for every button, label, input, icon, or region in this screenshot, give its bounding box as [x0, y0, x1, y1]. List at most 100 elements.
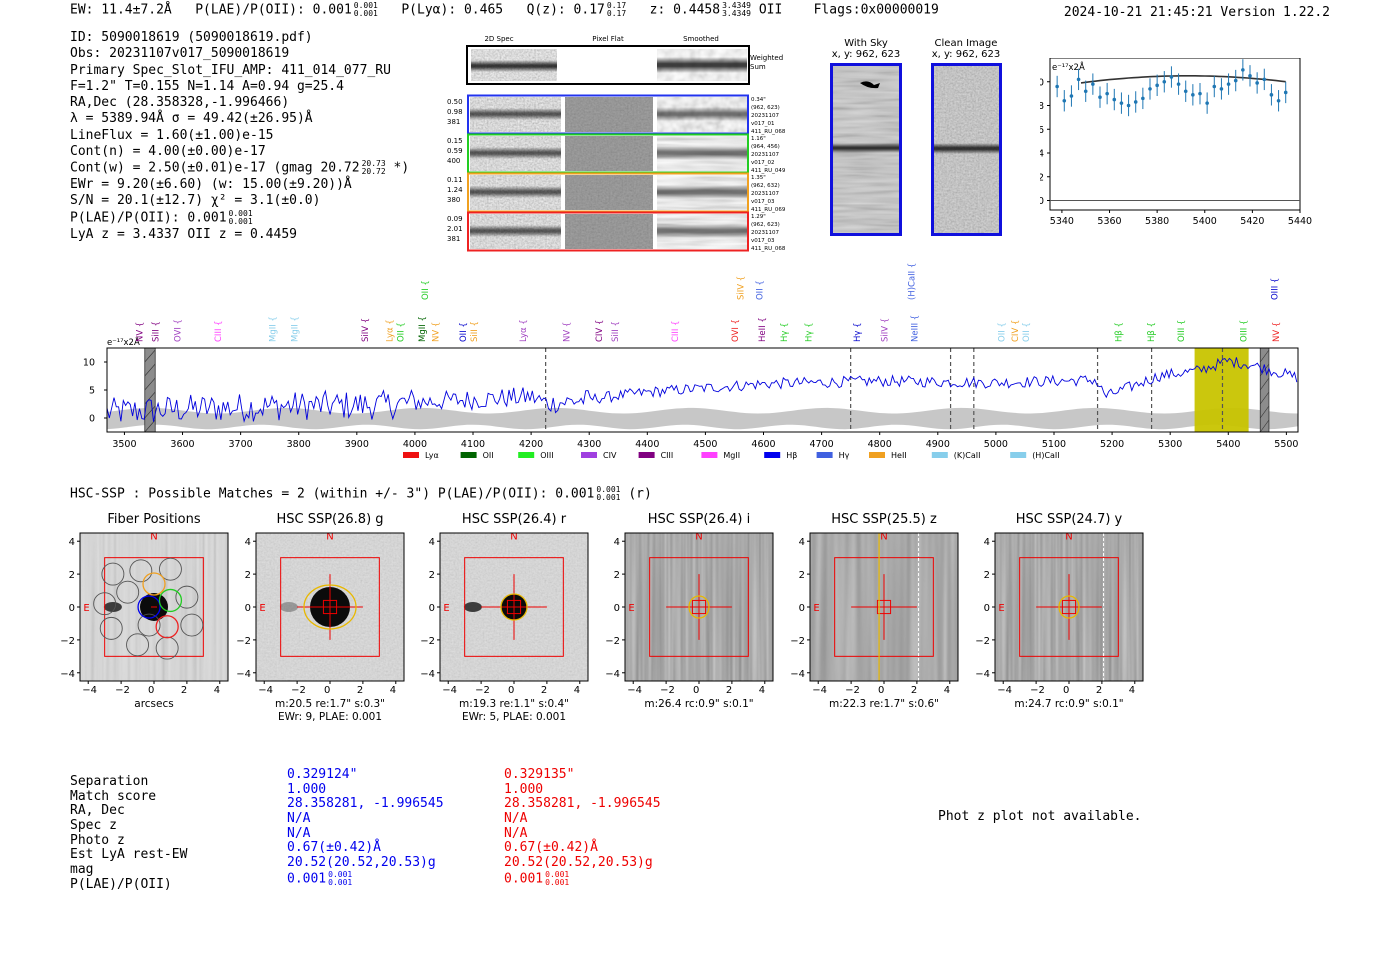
hsc-ytick-label: 4: [429, 537, 435, 548]
center-box: [691, 599, 707, 615]
hsc-xtick-label: −2: [845, 685, 860, 696]
north-label: N: [695, 532, 702, 543]
hsc-xtick-label: −4: [442, 685, 457, 696]
full-xtick-label: 4600: [751, 439, 775, 450]
line-label: Hβ {: [1114, 322, 1124, 342]
fiber-circle: [126, 633, 150, 657]
zoom-xtick-label: 5420: [1240, 216, 1264, 227]
fiber-2dspec-trace: [470, 147, 561, 159]
match-value: N/A: [287, 811, 311, 827]
info-primary: Primary Spec_Slot_IFU_AMP: 411_014_077_R…: [70, 62, 391, 78]
fiber-row-border: [467, 211, 749, 252]
detection-info: ID: 5090018619 (5090018619.pdf) Obs: 202…: [70, 30, 409, 243]
zoom-xtick-label: 5440: [1288, 216, 1312, 227]
hsc-ytick-label: 0: [429, 603, 435, 614]
hsc-panel-4: N E 4 2 0 −2 −4: [605, 532, 774, 684]
hsc-ytick-label: 2: [69, 570, 75, 581]
zoom-data-point: [1055, 84, 1059, 89]
col-title-smoothed: Smoothed: [683, 35, 719, 43]
full-noise-envelope: [107, 407, 1298, 430]
hsc-xtick-label: −2: [1030, 685, 1045, 696]
match-value: N/A: [504, 825, 528, 841]
hsc-xtick-label: 2: [180, 685, 188, 696]
line-label: CIII {: [214, 320, 224, 342]
full-xtick-label: 5300: [1158, 439, 1182, 450]
photz-note: Phot z plot not available.: [938, 809, 1142, 824]
hsc-xtick-label: −4: [627, 685, 642, 696]
companion-blob: [103, 602, 122, 612]
fiber-pixelflat-noise: [565, 97, 653, 132]
hsc-ytick-label: −2: [420, 636, 435, 647]
info-obs: Obs: 20231107v017_5090018619: [70, 46, 290, 62]
masked-hatch: [144, 349, 156, 363]
line-label: OIII {: [1239, 320, 1249, 342]
info-plae-sup: 0.001: [228, 208, 253, 218]
fiber-left-value: 381: [447, 235, 460, 243]
hsc-panel-title: HSC SSP(24.7) y: [1015, 512, 1123, 527]
fiber-left-value: 0.15: [447, 137, 463, 145]
fiber-left-value: 0.98: [447, 108, 463, 116]
spectra-2d-panels: 2D Spec Pixel Flat Smoothed Weighted Sum…: [447, 35, 786, 252]
header-plya: P(Lyα): 0.465: [401, 2, 504, 18]
match-value: 0.67(±0.42)Å: [287, 840, 381, 856]
fiber-orange: [142, 572, 166, 596]
zoom-ytick-label: 2: [1040, 172, 1044, 183]
hsc-caption-secondary: EWr: 5, PLAE: 0.001: [461, 711, 567, 723]
hsc-xtick-label: 0: [148, 685, 155, 696]
header-plae-sup: 0.001: [353, 1, 378, 10]
fiber-circle: [175, 585, 199, 609]
match-label: mag: [70, 862, 94, 878]
hsc-ytick-label: 4: [69, 537, 75, 548]
aperture-ellipse: [500, 593, 528, 621]
east-label: E: [83, 603, 89, 614]
match-value: N/A: [287, 825, 311, 841]
hsc-ytick-label: 0: [245, 603, 251, 614]
line-label: OII {: [459, 322, 469, 342]
line-label: Lyα {: [519, 319, 529, 342]
legend-swatch: [460, 452, 477, 458]
zoom-data-point: [1076, 77, 1081, 82]
fiber-right-value: 411_RU_069: [751, 207, 786, 213]
hsc-summary-sup: 0.001: [596, 485, 621, 494]
line-label: OVI {: [173, 319, 183, 342]
hsc-caption-primary: m:19.3 re:1.1" s:0.4": [459, 698, 569, 710]
fiber-left-value: 0.11: [447, 176, 463, 184]
col-title-pixelflat: Pixel Flat: [592, 35, 624, 43]
full-xtick-label: 3900: [345, 439, 369, 450]
fiber-right-value: (964, 456): [751, 144, 780, 150]
line-label: OII {: [997, 322, 1007, 342]
hsc-panel-title: HSC SSP(26.4) i: [647, 512, 751, 527]
east-label: E: [259, 603, 265, 614]
line-label: HeII {: [758, 317, 768, 342]
header-qz-sup: 0.17: [606, 1, 627, 10]
hsc-panel-6: N E 4 2 0 −2 −4: [975, 532, 1144, 684]
hsc-region-box: [1019, 557, 1119, 657]
match-label: P(LAE)/P(OII): [70, 876, 172, 892]
hsc-panel-title: HSC SSP(26.4) r: [461, 512, 567, 527]
header-z-sup: 3.4349: [722, 1, 751, 10]
full-ytick-label: 0: [89, 414, 95, 425]
hsc-caption-primary: m:24.7 rc:0.9" s:0.1": [1014, 698, 1124, 710]
line-label: Hγ {: [853, 322, 863, 342]
fiber-left-value: 1.24: [447, 186, 463, 194]
hsc-ytick-label: 4: [799, 537, 805, 548]
hsc-caption-primary: m:22.3 re:1.7" s:0.6": [829, 698, 939, 710]
clean-image-cutout: [931, 63, 1002, 236]
hsc-xtick-label: 0: [324, 685, 331, 696]
hsc-ytick-label: 0: [614, 603, 620, 614]
line-label: SiII {: [611, 321, 621, 342]
full-spectrum-line: [106, 357, 1298, 423]
hsc-ytick-label: 0: [69, 603, 75, 614]
fiber-spectra-rows: 0.50 0.98 381 0.34" (962, 623) 20231107 v017_0…: [447, 94, 786, 252]
line-label: OIII {: [1270, 278, 1280, 300]
zoom-data-point: [1169, 75, 1174, 79]
zoom-data-point: [1219, 87, 1224, 91]
fiber-red: [155, 615, 179, 639]
line-label: MgII {: [418, 316, 428, 342]
hsc-ytick-label: −2: [236, 636, 251, 647]
line-label: OII {: [755, 280, 765, 300]
info-contw-sup: 20.73: [361, 159, 386, 169]
line-label: NV {: [432, 322, 442, 342]
hsc-ytick-label: −4: [790, 669, 805, 680]
line-label: SiII {: [470, 321, 480, 342]
